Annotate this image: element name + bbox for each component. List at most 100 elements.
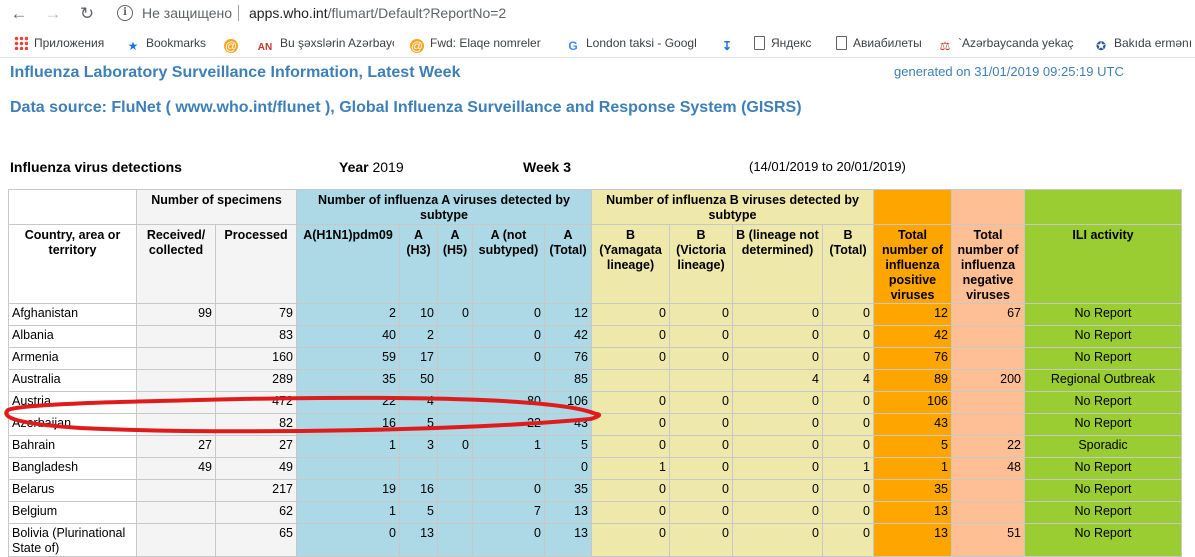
cell-total-positive: 42 [873,325,952,348]
cell-received: 49 [136,457,216,480]
bookmark-apps[interactable]: Приложения [14,36,104,50]
cell-received: 27 [136,435,216,458]
cell-processed: 289 [215,369,297,392]
cell-received [136,325,216,348]
cell-b-not-determined: 0 [732,479,823,502]
col-b-not-determined: B (lineage not determined) [732,224,823,304]
table-body: Afghanistan 99 79 2 10 0 0 12 0 0 0 0 12 67 No Report A… [8,303,1182,557]
cell-b-victoria: 0 [669,303,733,326]
header-a-viruses: Number of influenza A viruses detected b… [296,189,592,225]
cell-b-total: 0 [822,435,874,458]
bookmark-london[interactable]: G London taksi - Googl [566,36,702,53]
week-label: Week 3 [523,159,572,175]
security-label[interactable]: Не защищено [142,5,232,21]
table-row: Bahrain 27 27 1 3 0 1 5 0 0 0 0 5 22 Sporadic [8,435,1182,458]
cell-b-total: 0 [822,413,874,436]
url-host: apps.who.int [249,5,328,21]
cell-total-positive: 89 [873,369,952,392]
cell-h1n1: 59 [296,347,400,370]
bookmark-avia[interactable]: Авиабилеты [836,36,922,50]
cell-h1n1: 1 [296,501,400,524]
back-arrow-icon[interactable]: ← [10,4,28,23]
cell-a-not-subtyped [472,457,545,480]
cell-total-negative: 200 [951,369,1025,392]
bookmark-mail[interactable]: @ [224,36,244,53]
cell-h5 [437,501,473,524]
cell-a-total: 12 [544,303,592,326]
cell-total-negative [951,347,1025,370]
forward-arrow-icon[interactable]: → [44,4,62,23]
cell-b-not-determined: 0 [732,523,823,557]
cell-received [136,413,216,436]
site-icon: ✪ [1095,39,1107,53]
url-field[interactable]: apps.who.int/flumart/Default?ReportNo=2 [249,5,506,21]
cell-h3: 3 [399,435,438,458]
cell-received [136,523,216,557]
cell-b-victoria: 0 [669,391,733,414]
apps-grid-icon [14,36,28,50]
week-value: 3 [563,159,572,175]
cell-b-not-determined: 0 [732,347,823,370]
cell-h5 [437,523,473,557]
cell-h1n1: 0 [296,523,400,557]
cell-b-victoria: 0 [669,435,733,458]
bookmark-azerbaycanda[interactable]: ⚖ `Azərbaycanda yekaç [938,36,1076,53]
cell-a-not-subtyped: 1 [472,435,545,458]
cell-total-negative: 51 [951,523,1025,557]
col-h5: A (H5) [437,224,473,304]
cell-h5 [437,413,473,436]
bookmark-an[interactable]: AN Bu şəxslərin Azərbayc [256,36,394,55]
bookmark-fwd[interactable]: @ Fwd: Elaqe nomreler [410,36,546,53]
cell-b-yamagata: 0 [591,435,670,458]
col-total-negative: Total number of influenza negative virus… [951,224,1025,304]
cell-total-positive: 43 [873,413,952,436]
cell-country: Bolivia (Plurinational State of) [8,523,137,557]
table-row: Austria 472 22 4 80 106 0 0 0 0 106 No Report [8,391,1182,414]
cell-a-not-subtyped [472,369,545,392]
header-b-viruses: Number of influenza B viruses detected b… [591,189,874,225]
cell-country: Bangladesh [8,457,137,480]
cell-b-victoria: 0 [669,479,733,502]
cell-a-total: 13 [544,501,592,524]
cell-a-not-subtyped: 7 [472,501,545,524]
info-icon[interactable]: i [117,5,133,21]
bookmark-bakida[interactable]: ✪ Bakıda ermənı [1094,36,1195,53]
cell-received: 99 [136,303,216,326]
header-tp-blank [873,189,952,225]
cell-ili-activity: No Report [1024,457,1182,480]
bookmark-download[interactable]: ↧ [720,36,740,53]
col-b-victoria: B (Victoria lineage) [669,224,733,304]
cell-h1n1: 16 [296,413,400,436]
cell-h3: 16 [399,479,438,502]
cell-b-not-determined: 0 [732,413,823,436]
cell-a-total: 43 [544,413,592,436]
cell-processed: 79 [215,303,297,326]
cell-h5 [437,369,473,392]
bookmark-yandex[interactable]: Яндекс [754,36,811,50]
col-country: Country, area or territory [8,224,137,304]
cell-ili-activity: Sporadic [1024,435,1182,458]
cell-total-negative [951,325,1025,348]
cell-b-total: 0 [822,501,874,524]
cell-h3 [399,457,438,480]
cell-h5 [437,325,473,348]
bookmark-label: Яндекс [771,36,812,50]
year-label: Year 2019 [339,159,404,175]
col-total-positive: Total number of influenza positive virus… [873,224,952,304]
cell-h3: 5 [399,501,438,524]
cell-total-positive: 1 [873,457,952,480]
reload-icon[interactable]: ↻ [79,4,95,23]
table-row: Belarus 217 19 16 0 35 0 0 0 0 35 No Report [8,479,1182,502]
cell-h5: 0 [437,303,473,326]
cell-h3: 10 [399,303,438,326]
bookmark-bookmarks[interactable]: ★ Bookmarks [126,36,206,53]
col-h3: A (H3) [399,224,438,304]
star-icon: ★ [127,39,139,53]
cell-a-total: 35 [544,479,592,502]
col-a-not-subtyped: A (not subtyped) [472,224,545,304]
table-row: Bolivia (Plurinational State of) 65 0 13 0 13… [8,523,1182,557]
date-range: (14/01/2019 to 20/01/2019) [749,159,906,174]
cell-ili-activity: No Report [1024,347,1182,370]
cell-h5 [437,391,473,414]
cell-processed: 217 [215,479,297,502]
